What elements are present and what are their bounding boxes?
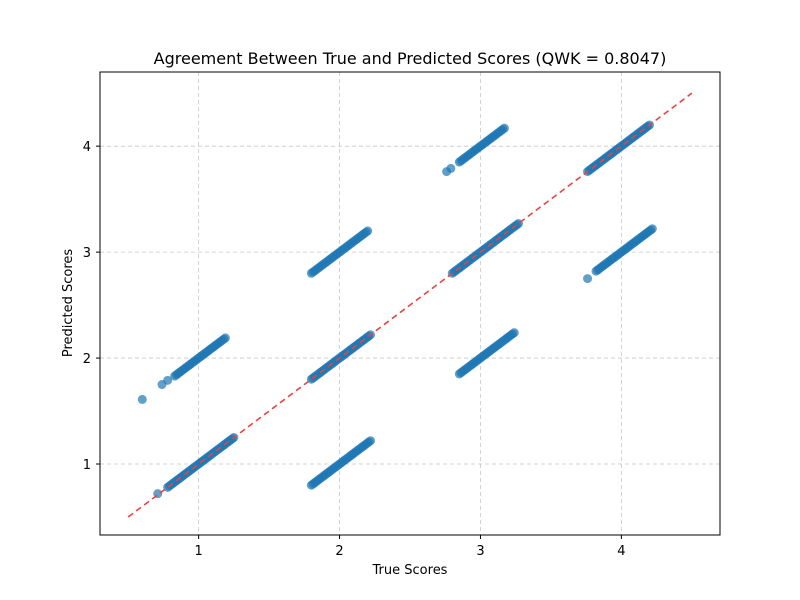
axis-ticks: 1 2 3 4 1 2 3 4 xyxy=(83,140,626,559)
y-tick-label: 3 xyxy=(83,246,91,261)
data-point xyxy=(446,163,456,173)
data-point xyxy=(647,224,657,234)
plot-frame xyxy=(99,71,721,536)
x-tick-label: 1 xyxy=(194,544,202,559)
reference-line xyxy=(127,92,693,518)
y-tick-label: 1 xyxy=(83,458,91,473)
data-point xyxy=(137,394,147,404)
data-point xyxy=(509,328,519,338)
data-point xyxy=(499,123,509,133)
x-tick-label: 4 xyxy=(617,544,625,559)
x-axis-label: True Scores xyxy=(372,563,448,578)
x-tick-label: 3 xyxy=(476,544,484,559)
x-tick-label: 2 xyxy=(335,544,343,559)
y-axis-label: Predicted Scores xyxy=(61,249,76,358)
chart-title: Agreement Between True and Predicted Sco… xyxy=(154,49,667,68)
data-point xyxy=(163,375,173,385)
y-tick-label: 4 xyxy=(83,140,91,155)
data-point xyxy=(220,333,230,343)
data-point xyxy=(363,226,373,236)
data-point xyxy=(366,436,376,446)
data-point xyxy=(583,274,593,284)
y-tick-label: 2 xyxy=(83,352,91,367)
